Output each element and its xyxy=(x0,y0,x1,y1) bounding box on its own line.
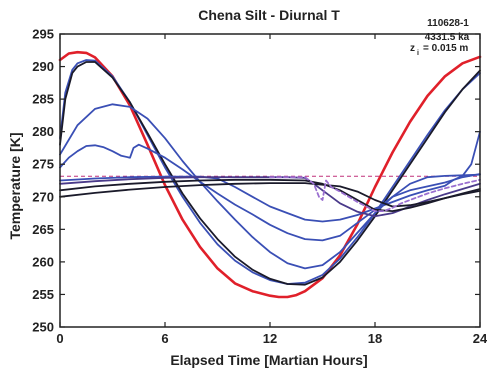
x-tick-label-0: 0 xyxy=(56,331,63,346)
series-line-3 xyxy=(59,103,481,270)
y-tick-label-4: 270 xyxy=(32,189,54,204)
y-tick-label-5: 275 xyxy=(32,157,54,172)
x-tick-label-3: 18 xyxy=(368,331,382,346)
series-line-4 xyxy=(59,143,481,242)
annotation-depth-subscript: i xyxy=(417,50,419,57)
x-tick-label-2: 12 xyxy=(263,331,277,346)
annotation-run-id: 110628-1 xyxy=(427,18,469,29)
series-line-1 xyxy=(59,59,481,285)
plot-area: 0 6 12 18 24 250 255 260 265 270 275 280 285 290 295 xyxy=(32,27,487,347)
annotation-depth-value: = 0.015 m xyxy=(423,43,468,54)
y-tick-label-6: 280 xyxy=(32,124,54,139)
annotation-block: 110628-1 4331.5 ka z i = 0.015 m xyxy=(410,18,470,57)
x-tick-label-1: 6 xyxy=(161,331,168,346)
y-tick-label-3: 265 xyxy=(32,222,54,237)
y-axis-label: Temperature [K] xyxy=(7,132,23,239)
annotation-age: 4331.5 ka xyxy=(425,32,470,43)
y-tick-label-7: 285 xyxy=(32,92,54,107)
x-tick-label-4: 24 xyxy=(473,331,487,346)
chart-title: Chena Silt - Diurnal T xyxy=(198,7,340,23)
series-line-0 xyxy=(58,50,482,299)
y-tick-label-8: 290 xyxy=(32,59,54,74)
y-tick-label-2: 260 xyxy=(32,254,54,269)
y-tick-label-0: 250 xyxy=(32,320,54,335)
series-line-2 xyxy=(59,61,481,286)
y-tick-label-1: 255 xyxy=(32,287,54,302)
series-line-9 xyxy=(269,176,481,213)
annotation-depth-symbol: z xyxy=(410,43,415,54)
x-axis-label: Elapsed Time [Martian Hours] xyxy=(170,352,367,368)
y-tick-label-9: 295 xyxy=(32,27,54,42)
series-line-8 xyxy=(59,182,481,208)
